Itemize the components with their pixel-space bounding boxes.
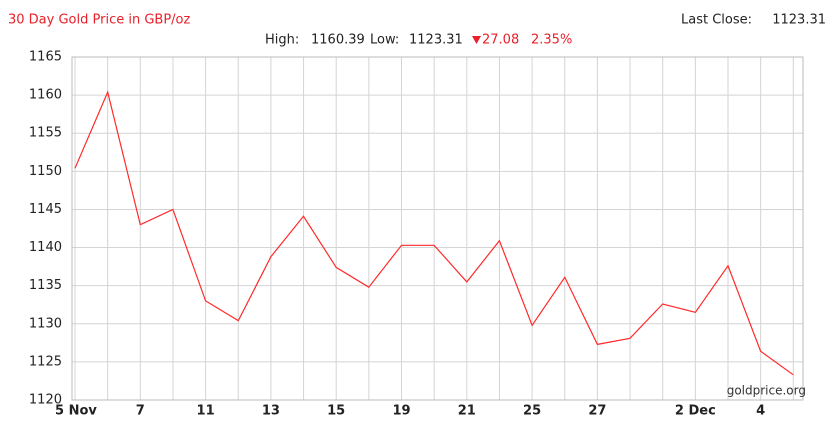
change-pct: 2.35% bbox=[531, 33, 572, 48]
y-tick-label: 1125 bbox=[29, 354, 62, 369]
y-tick-label: 1150 bbox=[29, 164, 62, 179]
plot-area: 1120112511301135114011451150115511601165… bbox=[29, 50, 804, 419]
high-label: High: bbox=[265, 33, 299, 48]
plot-border bbox=[71, 56, 804, 401]
y-tick-label: 1160 bbox=[29, 88, 62, 103]
low-label: Low: bbox=[370, 33, 399, 48]
y-tick-label: 1120 bbox=[29, 393, 62, 408]
x-tick-label: 2 Dec bbox=[675, 404, 716, 419]
x-tick-label: 15 bbox=[327, 404, 345, 419]
last-close: 1123.31 bbox=[772, 13, 826, 28]
x-tick-label: 5 Nov bbox=[55, 404, 97, 419]
y-tick-label: 1135 bbox=[29, 278, 62, 293]
x-tick-label: 13 bbox=[262, 404, 280, 419]
x-tick-label: 25 bbox=[523, 404, 541, 419]
x-tick-label: 11 bbox=[197, 404, 215, 419]
price-line bbox=[74, 90, 794, 376]
chart-title: 30 Day Gold Price in GBP/oz bbox=[8, 13, 190, 28]
watermark: goldprice.org bbox=[727, 384, 806, 398]
last-close-label: Last Close: bbox=[681, 13, 752, 28]
down-arrow bbox=[472, 36, 481, 44]
low: 1123.31 bbox=[409, 33, 463, 48]
change: 27.08 bbox=[482, 33, 519, 48]
x-tick-label: 4 bbox=[756, 404, 765, 419]
y-tick-label: 1140 bbox=[29, 240, 62, 255]
high: 1160.39 bbox=[311, 33, 365, 48]
x-tick-label: 21 bbox=[458, 404, 476, 419]
x-tick-label: 7 bbox=[136, 404, 145, 419]
y-tick-label: 1145 bbox=[29, 202, 62, 217]
y-tick-label: 1155 bbox=[29, 126, 62, 141]
x-tick-label: 19 bbox=[392, 404, 410, 419]
y-tick-label: 1165 bbox=[29, 50, 62, 65]
x-tick-label: 27 bbox=[588, 404, 606, 419]
y-tick-label: 1130 bbox=[29, 316, 62, 331]
